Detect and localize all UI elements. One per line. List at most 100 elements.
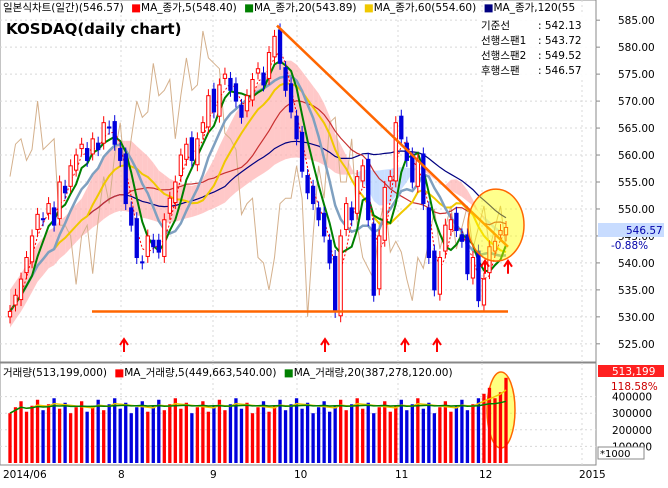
price-tick-label: 555.00 <box>618 177 655 189</box>
volume-bar <box>195 407 200 463</box>
volume-bar <box>421 408 425 463</box>
volume-bar <box>118 408 122 463</box>
candle-body <box>13 294 18 306</box>
volume-bar <box>454 405 459 463</box>
volume-bar <box>24 411 29 463</box>
price-tick-label: 585.00 <box>618 15 655 27</box>
price-tick-label: 535.00 <box>618 285 655 297</box>
candle-body <box>321 212 327 237</box>
candle-body <box>443 224 448 252</box>
candle-body <box>233 83 239 102</box>
candle-body <box>129 207 134 226</box>
volume-bar <box>124 402 128 463</box>
volume-bar <box>476 398 481 463</box>
cloud-segment <box>467 190 473 206</box>
svg-text:거래량(513,199,000) ■MA_거래량: 거래량(513,199,000) ■MA_거래량,5(449,663,540.0… <box>3 367 453 379</box>
candle-body <box>46 203 51 214</box>
volume-bar <box>157 399 161 463</box>
cloud-segment <box>461 183 468 202</box>
volume-tick-label: 200000 <box>612 425 652 437</box>
up-arrow <box>400 337 410 352</box>
candle-body <box>107 126 112 129</box>
candle-body <box>134 218 139 259</box>
candle-body <box>184 143 189 160</box>
candle-body <box>167 197 172 214</box>
volume-bar <box>85 411 89 463</box>
volume-bar <box>41 410 45 463</box>
cloud-segment <box>87 176 93 233</box>
volume-bar <box>245 402 249 463</box>
volume-bar <box>399 399 403 463</box>
volume-bar <box>173 398 177 463</box>
volume-tick-label: 300000 <box>612 408 652 420</box>
candle-body <box>51 207 57 226</box>
volume-bar <box>460 399 464 463</box>
volume-bar <box>135 407 139 463</box>
volume-bar <box>322 401 326 463</box>
candle-body <box>382 186 387 241</box>
volume-bar <box>107 404 111 463</box>
candle-body <box>421 153 426 205</box>
candle-body <box>338 235 343 317</box>
candle-body <box>448 219 454 230</box>
candle-body <box>178 154 183 177</box>
volume-bar <box>63 402 67 463</box>
candle-body <box>371 223 376 296</box>
volume-bar <box>151 405 155 463</box>
volume-unit: *1000 <box>600 449 630 460</box>
x-tick-label: 12 <box>479 469 492 481</box>
candle-body <box>481 278 487 306</box>
x-tick-label: 2014/06 <box>3 469 47 481</box>
cloud-segment <box>252 84 258 181</box>
candle-body <box>101 122 106 144</box>
candle-body <box>123 153 128 205</box>
volume-bar <box>333 405 337 463</box>
volume-bar <box>184 402 189 463</box>
candle-body <box>62 185 68 194</box>
volume-bar <box>327 411 332 463</box>
volume-bar <box>223 410 227 463</box>
volume-legend-main: 거래량(513,199,000) <box>3 367 107 379</box>
up-arrow <box>503 258 513 274</box>
candle-body <box>29 235 35 263</box>
volume-bar <box>19 401 23 463</box>
svg-text:선행스팬2: 549.52: 선행스팬2: 549.52 <box>481 50 582 62</box>
cloud-segment <box>456 179 462 197</box>
volume-bar <box>498 392 503 463</box>
legend-ma20: MA_종가,20(543.89) <box>254 2 356 14</box>
cloud-segment <box>92 167 99 228</box>
volume-tag-value: 513,199 <box>612 366 655 378</box>
candle-body <box>228 77 233 91</box>
candle-body <box>344 203 349 230</box>
candle-body <box>294 115 299 140</box>
candle-body <box>360 165 365 182</box>
candle-body <box>316 207 321 221</box>
volume-bar <box>383 401 387 463</box>
up-arrow <box>320 337 330 352</box>
candle-body <box>459 234 465 242</box>
candle-body <box>266 52 272 79</box>
cloud-segment <box>230 112 236 198</box>
candle-body <box>503 226 509 236</box>
candle-body <box>85 148 90 161</box>
volume-bar <box>91 405 95 463</box>
candle-body <box>73 154 79 171</box>
legend-ma60: MA_종가,60(554.60) <box>374 2 476 14</box>
candle-body <box>96 142 101 151</box>
volume-bar <box>283 410 288 463</box>
ichimoku-info-box: 기준선: 542.13 선행스팬1: 543.72 선행스팬2: 549.52 … <box>479 14 593 78</box>
volume-bar <box>113 398 117 463</box>
price-tick-label: 560.00 <box>618 150 655 162</box>
volume-bar <box>256 407 260 463</box>
cloud-segment <box>37 237 44 282</box>
candle-body <box>162 219 167 257</box>
volume-bar <box>311 413 315 463</box>
candle-body <box>288 83 294 113</box>
up-arrow <box>119 337 129 352</box>
candle-body <box>437 257 443 295</box>
candle-body <box>189 137 195 161</box>
volume-bar <box>162 410 166 463</box>
volume-bar <box>504 377 508 463</box>
up-arrow <box>480 258 490 274</box>
volume-bar <box>427 402 431 463</box>
